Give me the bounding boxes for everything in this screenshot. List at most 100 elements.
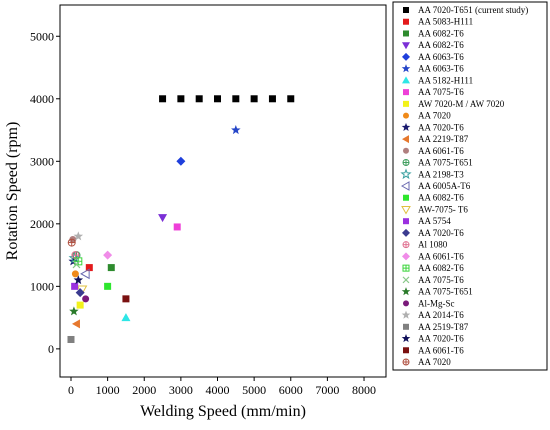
data-point [76,301,84,309]
legend-marker [402,52,410,61]
data-point [214,95,222,103]
data-point [176,156,186,166]
legend-label: AA 7075-T6 [418,87,464,97]
legend-label: AW 7020-M / AW 7020 [418,99,505,109]
legend-marker [403,323,409,330]
data-point [74,257,83,266]
data-point [232,95,240,103]
legend-label: AA 6063-T6 [418,64,464,74]
data-point [71,270,79,278]
data-point [73,231,84,241]
legend-marker [401,205,411,215]
legend-label: AA 6061-T6 [418,345,464,355]
data-point [107,264,115,272]
legend-label: Al 1080 [418,240,448,250]
legend-label: AA 7020 [418,357,451,367]
data-point [173,223,181,231]
data-point [75,288,85,298]
data-point [103,250,113,260]
y-tick-label: 2000 [30,217,54,231]
legend-marker [402,241,410,249]
legend-marker [402,135,409,144]
data-point [121,313,131,322]
legend-label: AA 2519-T87 [418,322,469,332]
data-point [71,282,79,290]
x-tick-label: 7000 [315,383,339,397]
legend-label: AA 5182-H111 [418,75,473,85]
legend-marker [402,252,410,261]
legend-marker [403,7,409,13]
legend-label: AA 7020-T6 [418,334,464,344]
legend-label: Al-Mg-Sc [418,298,455,308]
y-tick-label: 5000 [30,29,54,43]
x-tick-label: 0 [68,383,74,397]
data-point [268,95,276,103]
x-tick-label: 3000 [169,383,193,397]
legend-marker [403,18,409,25]
legend-label: AA 7075-T6 [418,275,464,285]
legend-marker [400,168,412,180]
plot-area-frame [59,4,387,378]
data-point [122,295,130,303]
legend-label: AA 7075-T651 [418,158,473,168]
data-point [195,95,203,103]
data-point [159,95,167,103]
legend-marker [402,228,410,237]
data-point [85,264,93,272]
legend-marker [402,276,410,284]
legend-label: AW-7075- T6 [418,204,468,214]
x-tick-label: 8000 [352,383,376,397]
legend-label: AA 5754 [418,216,451,226]
legend-marker [402,159,410,167]
legend-label: AA 7020-T651 (current study) [418,5,528,15]
data-point [67,238,76,247]
legend-label: AA 2014-T6 [418,310,464,320]
x-tick-label: 1000 [96,383,120,397]
legend-label: AA 6082-T6 [418,263,464,273]
legend-marker [403,112,409,119]
legend-marker [403,100,409,107]
data-point [71,319,80,329]
legend-marker [400,181,410,191]
data-point [69,306,79,316]
data-point [287,95,295,103]
legend-label: AA 6082-T6 [418,40,464,50]
legend-marker [403,30,409,37]
legend-marker [403,194,409,201]
x-tick-label: 6000 [279,383,303,397]
data-point [67,335,75,343]
data-point [231,125,241,135]
y-tick-label: 3000 [30,154,54,168]
legend-label: AA 6063-T6 [418,52,464,62]
y-axis-label: Rotation Speed (rpm) [4,122,21,261]
legend-box [392,1,548,371]
legend-marker [403,218,409,225]
x-tick-label: 4000 [206,383,230,397]
legend-label: AA 7020-T6 [418,228,464,238]
data-point [82,295,90,303]
data-point [73,275,84,285]
legend-marker [403,147,409,154]
legend-marker [401,310,411,319]
data-point [80,268,90,280]
x-axis-label: Welding Speed (mm/min) [140,403,306,420]
data-point [72,260,81,269]
legend-label: AA 2219-T87 [418,134,469,144]
legend-marker [401,122,411,131]
legend-marker [402,76,410,84]
legend-marker [401,334,411,343]
legend-marker [403,89,409,96]
legend-label: AA 6082-T6 [418,28,464,38]
legend-marker [402,358,410,366]
data-point [250,95,258,103]
legend-label: AA 6061-T6 [418,251,464,261]
data-point [158,214,168,223]
data-point [104,282,112,290]
legend-marker [403,347,409,354]
y-tick-label: 1000 [30,279,54,293]
legend-label: AA 7020 [418,111,451,121]
legend-label: AA 7075-T651 [418,287,473,297]
legend-marker [401,64,411,73]
